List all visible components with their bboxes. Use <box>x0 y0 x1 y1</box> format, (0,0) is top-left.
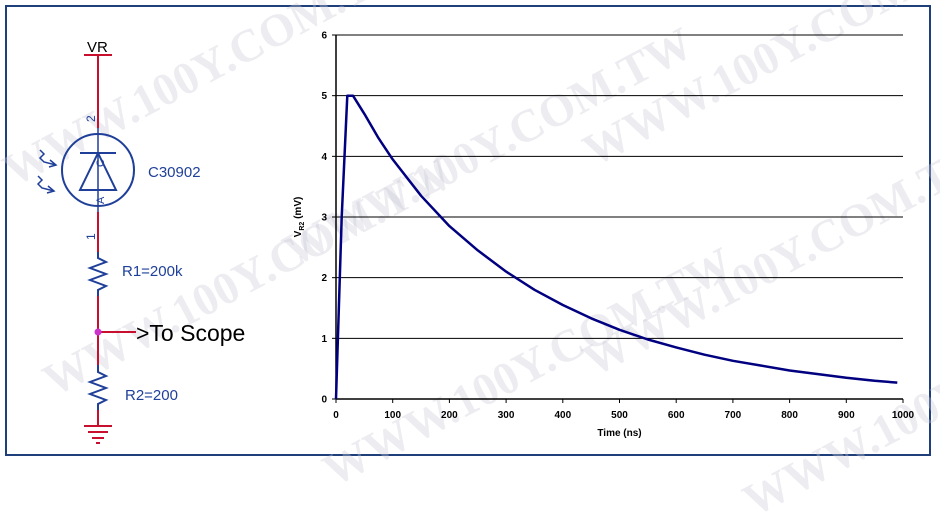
x-axis-label: Time (ns) <box>597 428 641 439</box>
y-axis-label-sub: R2 <box>299 222 306 231</box>
y-tick-label: 0 <box>321 395 327 406</box>
x-tick-label: 1000 <box>892 410 915 421</box>
y-tick-label: 5 <box>321 91 327 102</box>
photodiode-label: C30902 <box>148 164 201 181</box>
supply-label: VR <box>87 39 108 56</box>
x-tick-label: 900 <box>838 410 855 421</box>
y-axis-label-unit: (mV) <box>293 197 304 219</box>
output-node <box>94 328 102 336</box>
chart-gridlines <box>332 34 903 400</box>
r2-label: R2=200 <box>125 387 178 404</box>
resistor-r2 <box>87 365 109 410</box>
y-tick-label: 2 <box>321 273 327 284</box>
pin2-label: 2 <box>84 115 98 122</box>
x-tick-label: 400 <box>554 410 571 421</box>
y-tick-label: 1 <box>321 334 327 345</box>
series-line <box>334 94 898 400</box>
anode-label: A <box>95 196 107 204</box>
light-arrows-icon <box>36 149 58 194</box>
x-tick-label: 300 <box>498 410 515 421</box>
ground-icon <box>84 425 112 444</box>
circuit-schematic: VR 2 C A C30902 1 R1=200k >To Scope R2=2… <box>36 39 245 444</box>
x-tick-label: 800 <box>781 410 798 421</box>
y-tick-label: 3 <box>321 213 327 224</box>
y-axis-label-main: V <box>293 230 304 237</box>
x-tick-label: 500 <box>611 410 628 421</box>
y-axis-label: VR2 (mV) <box>293 197 306 238</box>
x-tick-labels: 0 100 200 300 400 500 600 700 800 900 1000 <box>333 410 914 421</box>
x-tick-label: 200 <box>441 410 458 421</box>
figure-frame <box>5 5 931 456</box>
y-tick-labels: 0 1 2 3 4 5 6 <box>321 31 327 406</box>
diode-triangle <box>78 150 118 191</box>
output-label: >To Scope <box>136 320 245 346</box>
x-tick-label: 700 <box>725 410 742 421</box>
pin1-label: 1 <box>84 233 98 240</box>
figure-canvas: VR 2 C A C30902 1 R1=200k >To Scope R2=2… <box>36 31 915 444</box>
y-tick-label: 4 <box>321 152 327 163</box>
x-tick-label: 0 <box>333 410 339 421</box>
chart-axes <box>335 35 904 403</box>
chart-series <box>334 94 898 400</box>
y-tick-label: 6 <box>321 31 327 42</box>
cathode-label: C <box>95 159 107 167</box>
chart: 0 1 2 3 4 5 6 0 100 200 300 400 500 600 700 800 900 1000… <box>293 31 915 440</box>
x-tick-label: 100 <box>384 410 401 421</box>
x-tick-label: 600 <box>668 410 685 421</box>
resistor-r1 <box>87 252 109 296</box>
r1-label: R1=200k <box>122 263 183 280</box>
